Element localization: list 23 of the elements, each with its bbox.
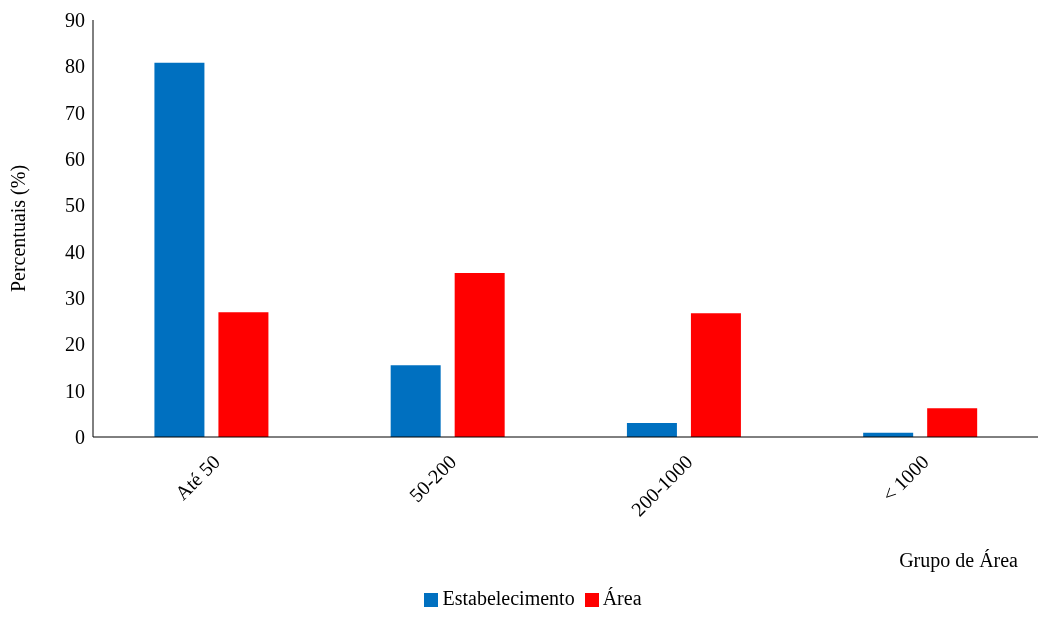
x-tick-label: Até 50 (170, 450, 225, 505)
y-tick-label: 70 (65, 101, 85, 124)
bar (218, 312, 269, 437)
x-tick-label: < 1000 (877, 450, 933, 506)
y-tick-label: 40 (65, 240, 85, 263)
bar (454, 272, 505, 437)
bar (390, 365, 441, 437)
bar (626, 423, 677, 437)
bar (690, 313, 741, 437)
y-tick-label: 10 (65, 379, 85, 402)
legend-label: Estabelecimento (442, 587, 575, 609)
y-tick-label: 60 (65, 148, 85, 171)
bar (927, 408, 978, 437)
bar (154, 62, 205, 437)
y-tick-label: 0 (75, 426, 85, 449)
legend-label: Área (602, 587, 642, 609)
y-axis-title: Percentuais (%) (7, 164, 31, 293)
y-tick-label: 20 (65, 333, 85, 356)
y-tick-label: 30 (65, 287, 85, 310)
y-tick-label: 80 (65, 55, 85, 78)
x-axis-title: Grupo de Área (899, 549, 1019, 572)
y-tick-label: 90 (65, 9, 85, 32)
y-tick-label: 50 (65, 194, 85, 217)
